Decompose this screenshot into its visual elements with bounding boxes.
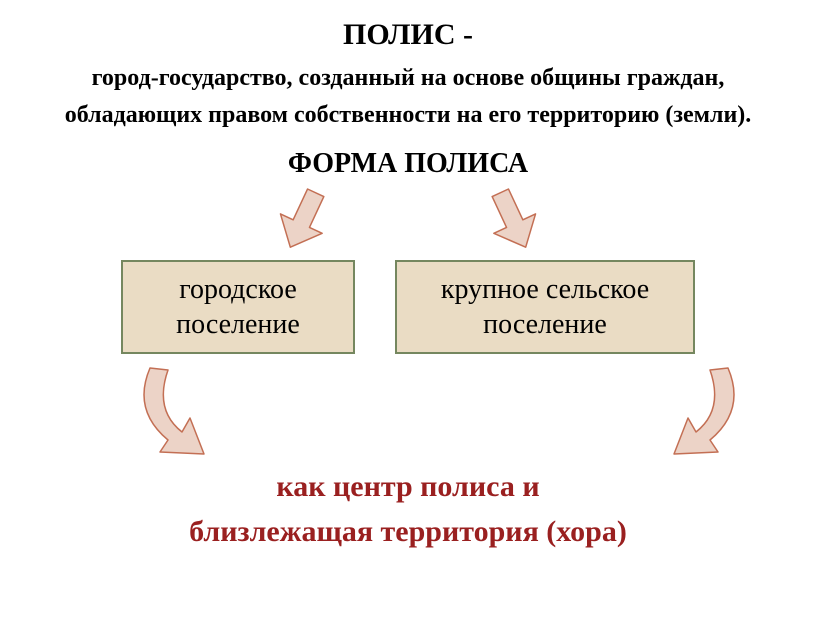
curved-arrow-right-icon xyxy=(628,360,758,470)
curved-arrows-container xyxy=(0,354,816,464)
boxes-row: городское поселение крупное сельское пос… xyxy=(0,260,816,354)
arrows-down-container xyxy=(0,184,816,256)
definition-line1: город-государство, созданный на основе о… xyxy=(92,65,725,91)
bottom-line1: как центр полиса и xyxy=(276,470,539,503)
main-title: ПОЛИС - xyxy=(0,18,816,52)
box-urban-line1: городское xyxy=(179,274,297,305)
arrow-down-right-icon xyxy=(468,184,558,256)
box-rural: крупное сельское поселение xyxy=(395,260,695,354)
definition-line2: обладающих правом собственности на его т… xyxy=(65,102,752,128)
box-urban-line2: поселение xyxy=(176,309,300,340)
subtitle-text: ФОРМА ПОЛИСА xyxy=(288,148,528,179)
box-urban: городское поселение xyxy=(121,260,355,354)
curved-arrow-left-icon xyxy=(120,360,250,470)
bottom-text-block: как центр полиса и близлежащая территори… xyxy=(0,464,816,554)
main-title-text: ПОЛИС - xyxy=(343,18,473,51)
subtitle: ФОРМА ПОЛИСА xyxy=(0,148,816,180)
definition-block: город-государство, созданный на основе о… xyxy=(0,60,816,134)
box-rural-line1: крупное сельское xyxy=(441,274,649,305)
arrow-down-left-icon xyxy=(258,184,348,256)
box-rural-line2: поселение xyxy=(483,309,607,340)
bottom-line2: близлежащая территория (хора) xyxy=(189,515,627,548)
